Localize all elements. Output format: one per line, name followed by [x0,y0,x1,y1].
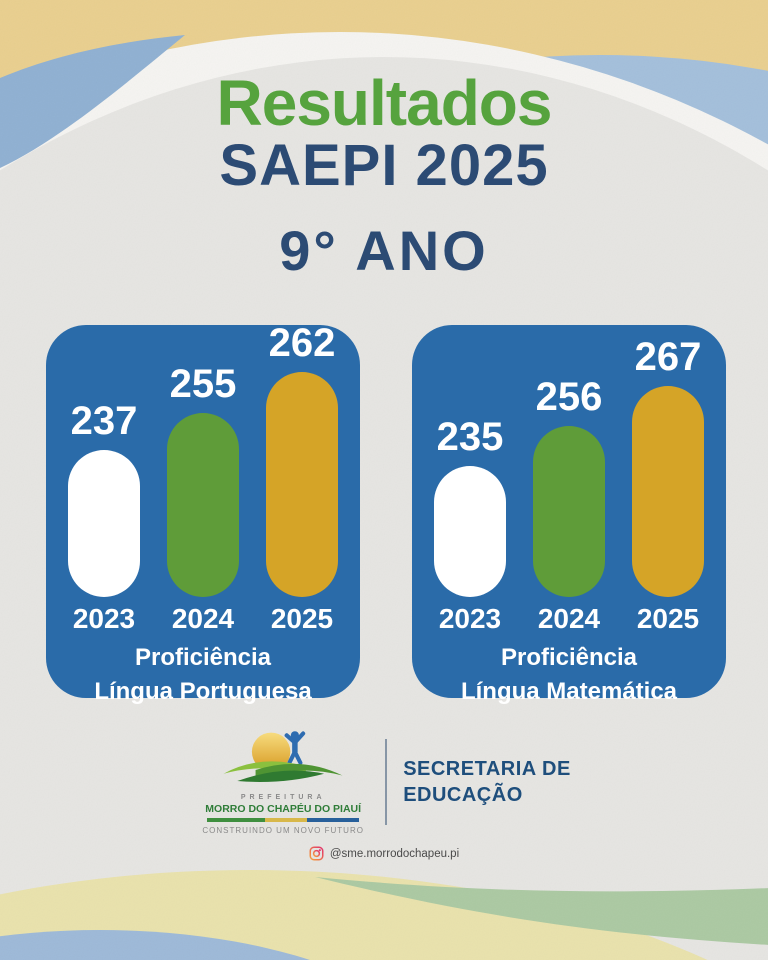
city-hall-logo: PREFEITURA MORRO DO CHAPÉU DO PIAUÍ CONS… [197,728,369,835]
caption-line-1: Proficiência [500,644,638,671]
tricolor-bar [207,818,360,822]
prefeitura-label: PREFEITURA [240,794,326,801]
secretaria-title: SECRETARIA DE EDUCAÇÃO [403,756,571,808]
footer: PREFEITURA MORRO DO CHAPÉU DO PIAUÍ CONS… [0,728,768,835]
bar-column-2025: 267 2025 [624,337,712,633]
grade-heading: 9° ANO [279,219,489,282]
tricolor-blue [307,818,360,822]
bar-chart-matematica: 235 2023 256 2024 267 2025 [426,333,712,633]
bar-pill-2023 [434,466,506,597]
instagram-handle: @sme.morrodochapeu.pi [329,847,460,860]
bar-column-2023: 235 2023 [426,417,514,633]
tricolor-gold [264,818,308,822]
hills-icon [223,761,343,782]
tricolor-green [207,818,265,822]
footer-divider [385,738,388,825]
bar-pill-2024 [533,426,605,597]
city-logo-emblem-icon [223,731,343,782]
bar-column-2024: 255 2024 [159,364,247,633]
bar-pill-2025 [632,386,704,597]
bar-year-label: 2024 [171,603,235,634]
secretaria-line-2: EDUCAÇÃO [403,783,523,806]
page-title: Resultados [216,67,553,139]
city-slogan: CONSTRUINDO UM NOVO FUTURO [202,826,364,835]
bar-year-label: 2024 [537,603,601,634]
secretaria-line-1: SECRETARIA DE [403,757,571,780]
bar-pill-2024 [167,413,239,597]
bar-chart-portuguesa: 237 2023 255 2024 262 2025 [60,323,346,633]
bar-value-label: 235 [436,415,504,459]
bar-column-2024: 256 2024 [525,377,613,633]
caption-line-1: Proficiência [134,644,272,671]
bar-value-label: 255 [169,362,237,406]
card-lingua-matematica: 235 2023 256 2024 267 2025 Proficiência … [412,325,726,705]
person-head [290,731,300,740]
person-icon [284,731,306,765]
card-lingua-portuguesa: 237 2023 255 2024 262 2025 Proficiência … [46,323,360,705]
instagram-row: @sme.morrodochapeu.pi [0,846,768,861]
bar-column-2025: 262 2025 [258,323,346,633]
city-name: MORRO DO CHAPÉU DO PIAUÍ [205,803,362,815]
caption-line-2: Língua Matemática [460,677,678,705]
bar-year-label: 2025 [636,603,700,634]
bar-year-label: 2023 [438,603,502,634]
instagram-icon [309,846,324,861]
card-caption: Proficiência Língua Portuguesa [46,641,360,708]
page-subtitle: SAEPI 2025 [219,133,549,198]
card-caption: Proficiência Língua Matemática [412,641,726,708]
bar-year-label: 2025 [270,603,334,634]
bar-column-2023: 237 2023 [60,401,148,633]
caption-line-2: Língua Portuguesa [94,677,312,705]
bar-value-label: 256 [535,375,603,419]
bar-year-label: 2023 [72,603,136,634]
bar-value-label: 267 [634,335,702,379]
bar-pill-2025 [266,372,338,597]
bar-value-label: 262 [268,321,336,365]
bar-value-label: 237 [70,399,138,443]
sun-icon [252,732,291,771]
bar-pill-2023 [68,450,140,597]
